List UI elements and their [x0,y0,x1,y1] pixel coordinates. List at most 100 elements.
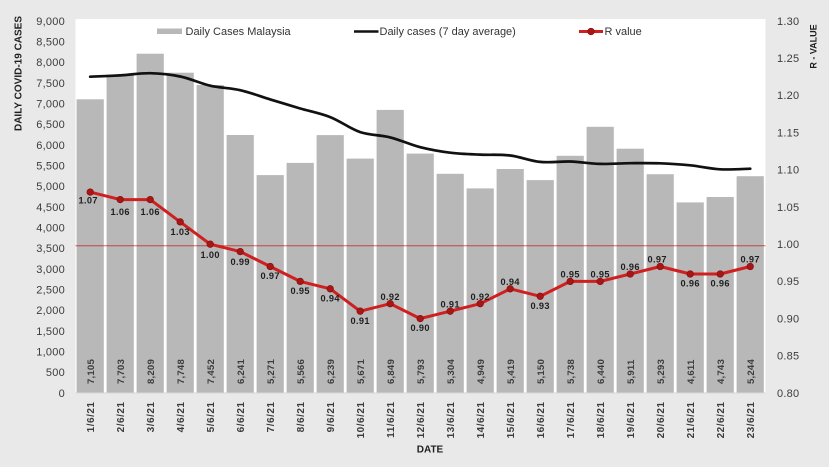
svg-text:1.20: 1.20 [777,90,799,102]
svg-text:0.94: 0.94 [321,293,341,303]
svg-text:16/6/21: 16/6/21 [536,402,547,439]
svg-text:6,241: 6,241 [236,359,247,384]
svg-text:4,500: 4,500 [36,202,65,214]
svg-text:6,500: 6,500 [36,119,65,131]
svg-text:1,500: 1,500 [36,326,65,338]
svg-text:0.91: 0.91 [351,316,370,326]
svg-text:23/6/21: 23/6/21 [746,402,757,439]
svg-text:18/6/21: 18/6/21 [596,402,607,439]
svg-text:5,293: 5,293 [656,359,667,384]
svg-text:0.85: 0.85 [777,351,799,363]
svg-text:0.90: 0.90 [411,323,430,333]
svg-text:1/6/21: 1/6/21 [86,402,97,433]
svg-text:1.06: 1.06 [141,207,160,217]
svg-text:5,911: 5,911 [626,359,637,384]
svg-text:R value: R value [605,26,642,38]
svg-text:13/6/21: 13/6/21 [446,402,457,439]
svg-text:15/6/21: 15/6/21 [506,402,517,439]
svg-text:1.25: 1.25 [777,53,799,65]
svg-text:9/6/21: 9/6/21 [326,402,337,433]
svg-text:11/6/21: 11/6/21 [386,402,397,438]
svg-text:8,000: 8,000 [36,57,65,69]
svg-text:0.92: 0.92 [471,292,490,302]
svg-text:Daily Cases Malaysia: Daily Cases Malaysia [186,26,292,38]
svg-text:7,703: 7,703 [116,359,127,384]
svg-text:DATE: DATE [417,445,444,456]
svg-text:8,500: 8,500 [36,37,65,49]
svg-text:0.96: 0.96 [681,279,700,289]
svg-text:7,000: 7,000 [36,99,65,111]
svg-text:5,271: 5,271 [266,359,277,384]
svg-text:6,849: 6,849 [386,359,397,384]
svg-text:0.90: 0.90 [777,313,799,325]
svg-text:3,000: 3,000 [36,264,65,276]
svg-text:0.96: 0.96 [621,262,640,272]
svg-text:6/6/21: 6/6/21 [236,402,247,433]
svg-text:4,000: 4,000 [36,223,65,235]
svg-text:2,500: 2,500 [36,285,65,297]
svg-text:7,105: 7,105 [86,359,97,384]
svg-text:5,671: 5,671 [356,359,367,384]
svg-text:2,000: 2,000 [36,305,65,317]
svg-text:7,452: 7,452 [206,359,217,384]
svg-text:1,000: 1,000 [36,347,65,359]
svg-text:5,500: 5,500 [36,161,65,173]
svg-text:0.97: 0.97 [261,271,280,281]
svg-text:17/6/21: 17/6/21 [566,402,577,439]
svg-text:0.95: 0.95 [777,276,799,288]
svg-text:4/6/21: 4/6/21 [176,402,187,433]
svg-text:0.94: 0.94 [501,277,521,287]
svg-text:4,611: 4,611 [686,359,697,384]
svg-text:4,949: 4,949 [476,359,487,384]
svg-text:1.15: 1.15 [777,127,799,139]
svg-text:1.03: 1.03 [171,227,190,237]
svg-text:8/6/21: 8/6/21 [296,402,307,433]
svg-text:1.06: 1.06 [111,207,130,217]
svg-text:0.80: 0.80 [777,388,799,400]
svg-text:5/6/21: 5/6/21 [206,402,217,433]
svg-text:4,743: 4,743 [716,359,727,384]
svg-text:5,566: 5,566 [296,359,307,384]
svg-text:5,000: 5,000 [36,181,65,193]
svg-text:0.96: 0.96 [711,279,730,289]
svg-text:21/6/21: 21/6/21 [686,402,697,439]
svg-text:R - VALUE: R - VALUE [809,24,819,68]
svg-text:7,748: 7,748 [176,359,187,384]
svg-text:5,419: 5,419 [506,359,517,384]
svg-text:0.97: 0.97 [648,255,667,265]
svg-text:20/6/21: 20/6/21 [656,402,667,439]
svg-text:0.92: 0.92 [381,292,400,302]
svg-text:3,500: 3,500 [36,243,65,255]
svg-text:1.30: 1.30 [777,16,799,28]
svg-text:7/6/21: 7/6/21 [266,402,277,433]
svg-text:8,209: 8,209 [146,359,157,384]
svg-text:0.91: 0.91 [441,299,460,309]
svg-text:5,793: 5,793 [416,359,427,384]
svg-text:0.95: 0.95 [291,286,310,296]
svg-text:5,304: 5,304 [446,359,457,384]
svg-text:0.93: 0.93 [531,301,550,311]
svg-text:5,738: 5,738 [566,359,577,384]
svg-text:1.10: 1.10 [777,165,799,177]
svg-text:2/6/21: 2/6/21 [116,402,127,433]
svg-text:Daily cases (7 day average): Daily cases (7 day average) [380,26,516,38]
svg-text:5,150: 5,150 [536,359,547,384]
svg-text:5,244: 5,244 [746,359,757,384]
svg-text:22/6/21: 22/6/21 [716,402,727,439]
svg-text:1.07: 1.07 [79,196,98,206]
svg-text:0.97: 0.97 [741,255,760,265]
svg-text:6,239: 6,239 [326,359,337,384]
svg-text:1.00: 1.00 [201,250,220,260]
svg-text:7,500: 7,500 [36,78,65,90]
svg-text:1.00: 1.00 [777,239,799,251]
svg-text:0: 0 [59,388,65,400]
svg-text:1.05: 1.05 [777,202,799,214]
svg-text:10/6/21: 10/6/21 [356,402,367,439]
svg-text:0.99: 0.99 [231,257,250,267]
svg-text:DAILY COVID-19 CASES: DAILY COVID-19 CASES [14,16,25,131]
svg-text:19/6/21: 19/6/21 [626,402,637,439]
svg-text:9,000: 9,000 [36,16,65,28]
svg-text:3/6/21: 3/6/21 [146,402,157,433]
svg-text:14/6/21: 14/6/21 [476,402,487,439]
svg-text:6,000: 6,000 [36,140,65,152]
